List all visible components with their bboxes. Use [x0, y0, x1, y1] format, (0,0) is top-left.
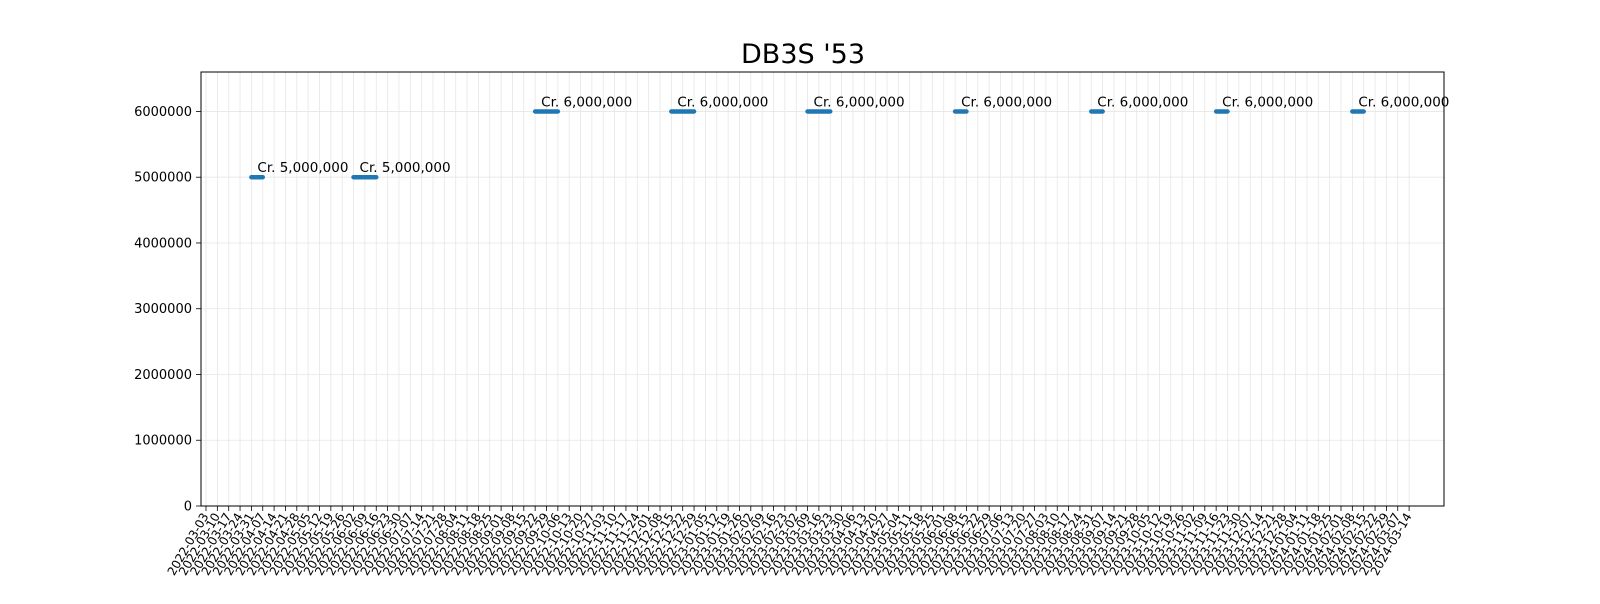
y-tick-label: 3000000: [134, 302, 192, 317]
y-tick-label: 6000000: [134, 105, 192, 120]
labels-layer: Cr. 5,000,000 Cr. 5,000,000 Cr. 6,000,000 C…: [257, 94, 1449, 176]
data-label: Cr. 5,000,000: [257, 160, 348, 176]
data-label: Cr. 5,000,000: [360, 160, 451, 176]
data-label: Cr. 6,000,000: [677, 94, 768, 110]
y-tick-label: 0: [184, 500, 192, 515]
y-tick-label: 4000000: [134, 236, 192, 251]
y-tick-label: 2000000: [134, 368, 192, 383]
data-label: Cr. 6,000,000: [1358, 94, 1449, 110]
plot-frame: [200, 71, 1445, 507]
data-label: Cr. 6,000,000: [1097, 94, 1188, 110]
data-label: Cr. 6,000,000: [541, 94, 632, 110]
marks-layer: [249, 109, 1366, 180]
y-tick-label: 5000000: [134, 171, 192, 186]
data-label: Cr. 6,000,000: [1222, 94, 1313, 110]
y-tick-label: 1000000: [134, 434, 192, 449]
data-label: Cr. 6,000,000: [814, 94, 905, 110]
chart-title: DB3S '53: [741, 39, 865, 70]
grid-layer: [201, 72, 1444, 507]
data-label: Cr. 6,000,000: [961, 94, 1052, 110]
